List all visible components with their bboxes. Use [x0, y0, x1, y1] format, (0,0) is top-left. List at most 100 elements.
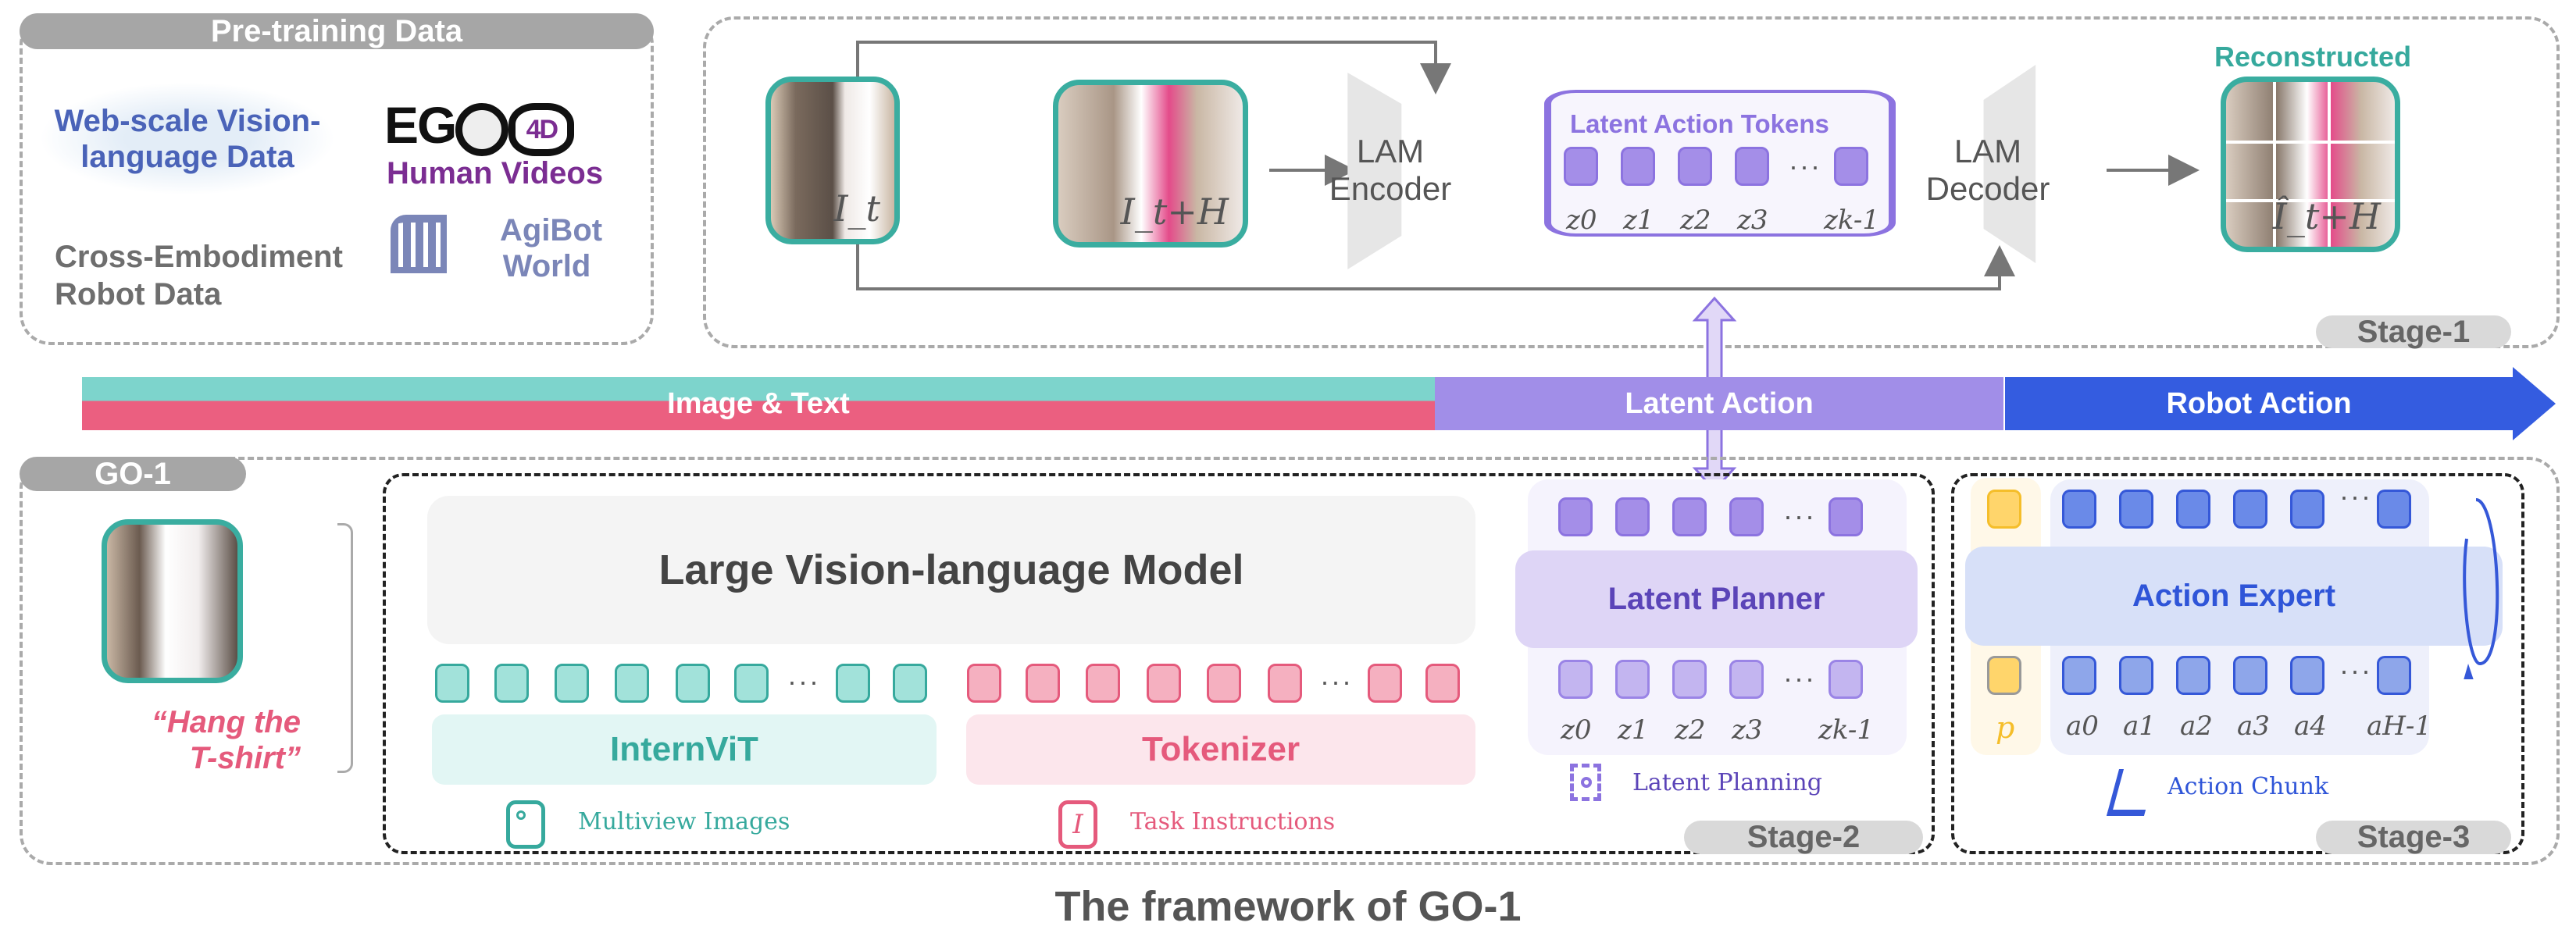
- figure-caption: The framework of GO-1: [1054, 883, 1522, 930]
- text-token: [1268, 664, 1302, 703]
- pretraining-title: Pre-training Data: [20, 13, 654, 49]
- text-cursor-icon: I: [1058, 800, 1097, 849]
- planner-output-token: [1558, 497, 1593, 536]
- planner-token-label: z0: [1561, 714, 1592, 746]
- go1-title: GO-1: [20, 457, 246, 491]
- action-token-label: a1: [2123, 711, 2156, 742]
- skip-arrow-decoder: [856, 230, 2015, 290]
- internvit-box: InternViT: [432, 714, 937, 785]
- token-label: z2: [1680, 205, 1711, 236]
- planner-output-token: [1672, 497, 1707, 536]
- token-label: zk-1: [1824, 205, 1880, 236]
- latent-action-tokens-title: Latent Action Tokens: [1570, 109, 1829, 138]
- planner-token-label: zk-1: [1818, 714, 1875, 746]
- text-token: [1368, 664, 1402, 703]
- planner-output-token: [1829, 497, 1863, 536]
- token-label: z3: [1737, 205, 1768, 236]
- latent-token: [1564, 147, 1598, 186]
- action-input-token: [2119, 656, 2153, 695]
- action-output-token: [2233, 490, 2267, 529]
- ego4d-logo: EG 4D: [384, 95, 634, 156]
- text-token: [1086, 664, 1120, 703]
- action-input-token: [2377, 656, 2411, 695]
- go1-panel: [20, 457, 2560, 865]
- stage2-panel: [383, 473, 1935, 854]
- image-token: [676, 664, 710, 703]
- stage2-badge: Stage-2: [1684, 820, 1923, 854]
- text-token: [1147, 664, 1181, 703]
- proprio-label: p: [1996, 711, 2015, 745]
- ellipsis: ···: [2339, 480, 2372, 512]
- planner-input-token: [1729, 660, 1764, 699]
- text-token: [1207, 664, 1241, 703]
- latent-token: [1735, 147, 1769, 186]
- action-output-token: [2176, 490, 2210, 529]
- ellipsis: ···: [1789, 150, 1821, 182]
- latent-token: [1834, 147, 1868, 186]
- frame-t-plus-h-image: I_t+H: [1053, 80, 1248, 248]
- text-token: [1026, 664, 1060, 703]
- image-token: [615, 664, 649, 703]
- lam-encoder: LAM Encoder: [1329, 133, 1452, 207]
- autoregressive-loop-icon: [2463, 498, 2499, 679]
- focus-icon: [1570, 764, 1601, 801]
- human-videos-label: Human Videos: [387, 156, 604, 191]
- colosseum-icon: [391, 215, 447, 273]
- ellipsis: ···: [2339, 654, 2372, 686]
- image-token: [555, 664, 589, 703]
- action-input-token: [2290, 656, 2324, 695]
- planner-input-token: [1829, 660, 1863, 699]
- action-output-token: [2119, 490, 2153, 529]
- band-robot-action: Robot Action: [2005, 377, 2513, 430]
- stage3-badge: Stage-3: [2316, 820, 2511, 854]
- ellipsis: ···: [1783, 500, 1816, 532]
- action-output-token: [2062, 490, 2096, 529]
- latent-token: [1621, 147, 1655, 186]
- planner-token-label: z3: [1732, 714, 1763, 746]
- stage3-panel: [1951, 473, 2524, 854]
- cross-embodiment-label: Cross-Embodiment Robot Data: [55, 240, 343, 312]
- stage1-panel: [703, 16, 2560, 348]
- planner-token-label: z1: [1618, 714, 1649, 746]
- action-chunk-label: Action Chunk: [2167, 773, 2329, 800]
- action-input-token: [2233, 656, 2267, 695]
- latent-planner-box: Latent Planner: [1515, 550, 1918, 648]
- vlm-box: Large Vision-language Model: [427, 496, 1475, 644]
- brace: [337, 523, 353, 773]
- instruction-text: “Hang the T-shirt”: [151, 705, 301, 775]
- image-token: [494, 664, 529, 703]
- reconstructed-label: Reconstructed: [2214, 41, 2412, 73]
- image-token: [893, 664, 927, 703]
- proprio-input-token: [1987, 656, 2021, 695]
- image-token: [734, 664, 769, 703]
- action-token-label: aH-1: [2367, 711, 2432, 742]
- action-input-token: [2176, 656, 2210, 695]
- band-latent-action: Latent Action: [1435, 377, 2003, 430]
- image-token: [435, 664, 469, 703]
- action-output-token: [2377, 490, 2411, 529]
- tokenizer-box: Tokenizer: [966, 714, 1475, 785]
- text-token: [1425, 664, 1460, 703]
- action-token-label: a4: [2294, 711, 2327, 742]
- action-token-label: a0: [2066, 711, 2099, 742]
- planner-input-token: [1558, 660, 1593, 699]
- action-expert-box: Action Expert: [1965, 547, 2503, 646]
- task-instructions-label: Task Instructions: [1130, 808, 1336, 835]
- token-label: z0: [1566, 205, 1597, 236]
- planner-output-token: [1615, 497, 1650, 536]
- action-token-label: a3: [2237, 711, 2270, 742]
- latent-planning-label: Latent Planning: [1632, 769, 1822, 796]
- observation-image: [102, 519, 243, 683]
- image-token: [836, 664, 870, 703]
- planner-input-token: [1615, 660, 1650, 699]
- planner-output-token: [1729, 497, 1764, 536]
- planner-input-token: [1672, 660, 1707, 699]
- frame-t-image: I_t: [765, 77, 900, 244]
- text-token: [967, 664, 1001, 703]
- action-token-label: a2: [2180, 711, 2213, 742]
- lam-decoder: LAM Decoder: [1925, 133, 2050, 207]
- reconstructed-image: Î_t+H: [2221, 77, 2400, 252]
- ellipsis: ···: [1320, 665, 1353, 697]
- token-label: z1: [1623, 205, 1654, 236]
- lam-encoder-shape: [1347, 73, 1402, 269]
